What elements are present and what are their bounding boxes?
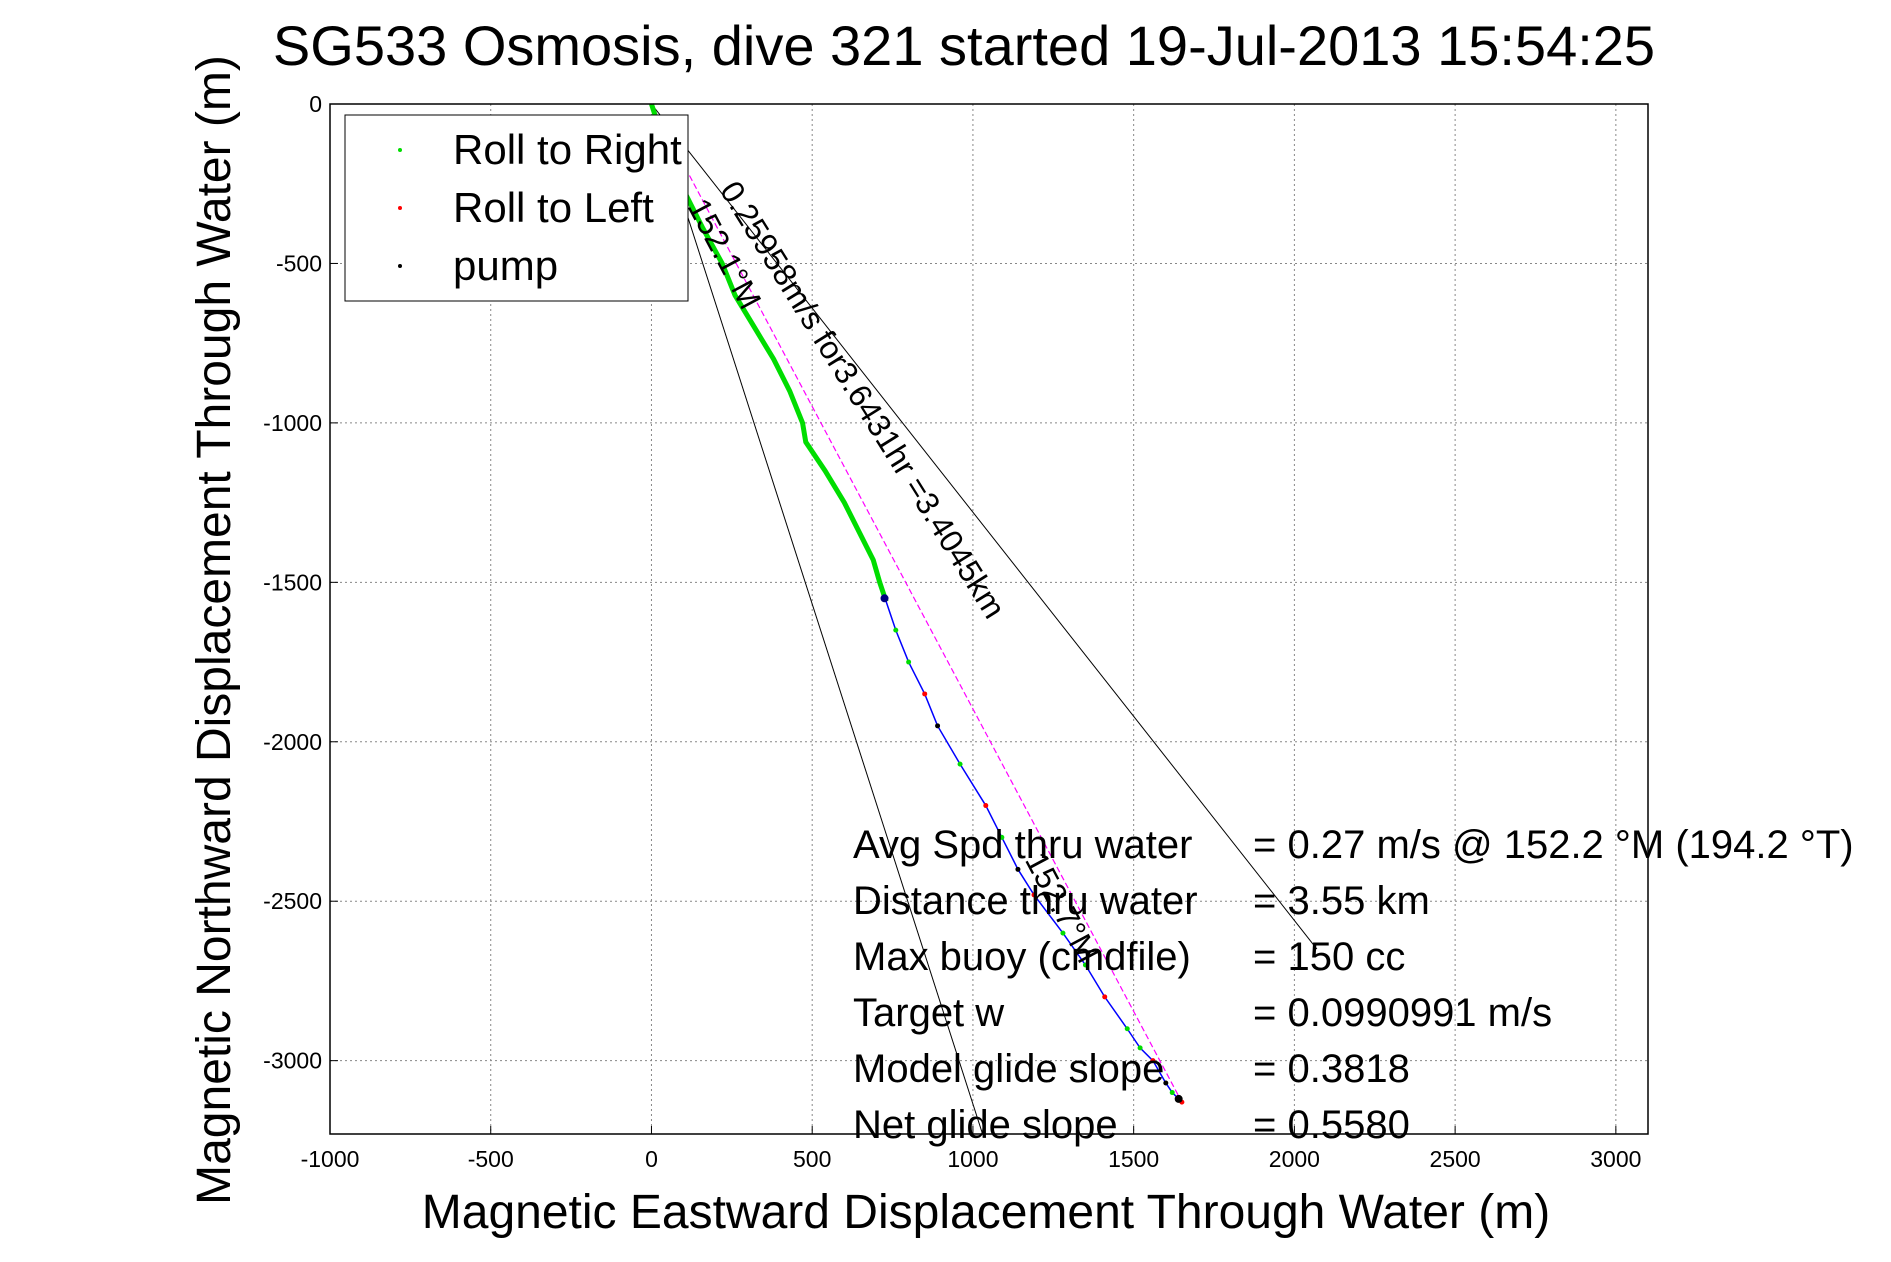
- wedge-line: [650, 103, 984, 1135]
- track-marker: [1163, 1080, 1169, 1086]
- chart-title: SG533 Osmosis, dive 321 started 19-Jul-2…: [273, 14, 1655, 77]
- legend-marker: [398, 148, 402, 152]
- x-tick-label: 2000: [1269, 1146, 1320, 1172]
- y-axis-label: Magnetic Northward Displacement Through …: [188, 55, 241, 1205]
- track-marker: [1137, 1045, 1143, 1051]
- legend-marker: [398, 206, 402, 210]
- y-tick-label: -2500: [263, 888, 322, 914]
- x-tick-label: -500: [468, 1146, 514, 1172]
- x-tick-label: 1500: [1108, 1146, 1159, 1172]
- x-tick-label: 2500: [1430, 1146, 1481, 1172]
- track-marker: [893, 627, 899, 633]
- pump-marker: [880, 594, 889, 603]
- stat-value: = 150 cc: [1253, 935, 1405, 979]
- track-marker: [1082, 962, 1088, 968]
- tick-labels: -1000 -500 0 500 1000 1500 2000 2500 3000 0 -500 -1…: [263, 91, 1641, 1172]
- track-marker: [1015, 866, 1021, 872]
- pump-marker: [1174, 1094, 1183, 1103]
- track-marker: [1150, 1058, 1156, 1064]
- y-tick-label: -1500: [263, 569, 322, 595]
- x-tick-label: 500: [793, 1146, 831, 1172]
- y-tick-label: -2000: [263, 729, 322, 755]
- track-marker: [999, 834, 1005, 840]
- track-marker: [1060, 930, 1066, 936]
- y-tick-label: -1000: [263, 410, 322, 436]
- legend: Roll to Right Roll to Left pump: [344, 114, 689, 302]
- legend-item: Roll to Left: [453, 184, 654, 231]
- legend-item: pump: [453, 242, 558, 289]
- stat-value: = 0.0990991 m/s: [1253, 991, 1552, 1035]
- stat-label: Avg Spd thru water: [853, 823, 1192, 867]
- x-axis-label: Magnetic Eastward Displacement Through W…: [422, 1186, 1550, 1239]
- legend-box: [344, 114, 689, 302]
- track-marker: [1124, 1026, 1130, 1032]
- stat-value: = 0.27 m/s @ 152.2 °M (194.2 °T): [1253, 823, 1854, 867]
- wedge-line: [651, 103, 1318, 950]
- x-tick-label: -1000: [301, 1146, 360, 1172]
- legend-item: Roll to Right: [453, 126, 682, 173]
- x-tick-label: 1000: [947, 1146, 998, 1172]
- x-tick-label: 3000: [1590, 1146, 1641, 1172]
- plot-data: [649, 103, 1318, 1135]
- net-displacement-line: [650, 103, 1183, 1103]
- stat-value: = 3.55 km: [1253, 879, 1430, 923]
- y-tick-label: -500: [276, 250, 322, 276]
- stat-label: Distance thru water: [853, 879, 1198, 923]
- stat-label: Model glide slope: [853, 1047, 1164, 1091]
- stat-value: = 0.3818: [1253, 1047, 1410, 1091]
- track-marker: [922, 691, 928, 697]
- track-annotation: 0.25958m/s for3.6431hr =3.4045km: [713, 175, 1013, 625]
- stats-panel: Avg Spd thru water = 0.27 m/s @ 152.2 °M …: [853, 823, 1854, 1147]
- x-tick-label: 0: [645, 1146, 658, 1172]
- legend-marker: [398, 264, 402, 268]
- plot-frame: [329, 103, 1649, 1135]
- y-tick-label: 0: [309, 91, 322, 117]
- roll-right-segment: [649, 103, 889, 603]
- y-tick-label: -3000: [263, 1048, 322, 1074]
- grid-lines: [329, 103, 1648, 1134]
- track-marker: [957, 761, 963, 767]
- track-marker: [1102, 994, 1108, 1000]
- track-marker: [906, 659, 912, 665]
- stat-label: Target w: [853, 991, 1004, 1035]
- track-marker: [1169, 1090, 1175, 1096]
- track-marker: [983, 803, 989, 809]
- track-marker: [1031, 892, 1037, 898]
- stat-label: Net glide slope: [853, 1103, 1118, 1147]
- track-marker: [935, 723, 941, 729]
- stat-value: = 0.5580: [1253, 1103, 1410, 1147]
- stat-label: Max buoy (cmdfile): [853, 935, 1191, 979]
